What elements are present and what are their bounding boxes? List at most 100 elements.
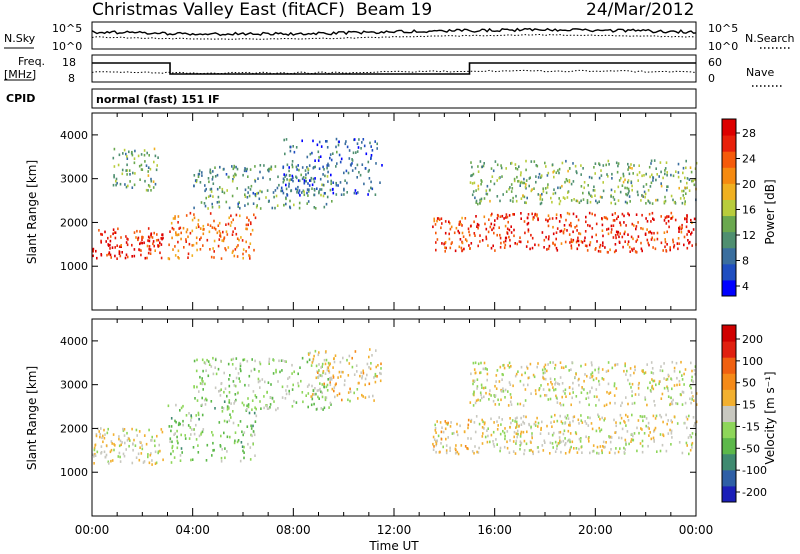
echo-cell-band-5 [687, 436, 690, 439]
echo-cell-band-5 [684, 421, 686, 425]
echo-cell-band-7 [672, 198, 674, 202]
echo-cell-band-4 [436, 420, 438, 423]
echo-cell-band-3 [308, 383, 310, 387]
echo-cell-band-5 [478, 446, 480, 450]
echo-cell-band-2 [197, 223, 199, 226]
echo-cell-band-2 [291, 388, 294, 391]
echo-cell-band-0 [147, 239, 149, 242]
echo-cell-band-3 [285, 202, 287, 206]
echo-cell-band-4 [326, 140, 328, 143]
echo-cell-band-1 [229, 413, 231, 416]
echo-cell-band-1 [190, 428, 193, 431]
echo-cell-band-5 [615, 421, 617, 424]
echo-cell-band-0 [151, 435, 153, 439]
echo-cell-band-5 [610, 448, 612, 451]
echo-cell-band-0 [159, 449, 161, 453]
echo-cell-band-0 [110, 459, 112, 463]
echo-cell-band-6 [544, 367, 546, 371]
echo-cell-band-4 [433, 438, 436, 441]
echo-cell-band-5 [567, 417, 570, 420]
echo-cell-band-1 [195, 414, 197, 417]
echo-cell-band-7 [664, 172, 666, 176]
echo-cell-band-7 [499, 199, 501, 203]
echo-cell-band-7 [660, 170, 662, 174]
echo-cell-band-6 [664, 238, 666, 241]
echo-cell-band-2 [196, 358, 198, 362]
echo-cell-band-5 [626, 415, 629, 418]
echo-cell-band-7 [471, 193, 474, 197]
echo-cell-band-5 [637, 419, 640, 422]
echo-cell-band-1 [241, 430, 243, 434]
echo-cell-band-5 [665, 449, 668, 453]
echo-cell-band-1 [131, 186, 134, 189]
echo-cell-band-6 [542, 376, 544, 380]
echo-cell-band-7 [474, 196, 476, 200]
echo-cell-band-2 [301, 356, 304, 360]
echo-cell-band-5 [549, 452, 551, 455]
echo-cell-band-6 [560, 215, 562, 219]
echo-cell-band-6 [525, 245, 528, 248]
echo-cell-band-7 [522, 181, 524, 185]
echo-cell-band-6 [500, 398, 502, 402]
echo-cell-band-5 [510, 421, 512, 425]
echo-cell-band-7 [642, 185, 645, 188]
echo-cell-band-5 [576, 451, 579, 454]
echo-cell-band-5 [530, 448, 532, 452]
echo-cell-band-6 [644, 396, 646, 399]
echo-cell-band-4 [292, 179, 294, 183]
echo-cell-band-6 [568, 233, 571, 236]
echo-cell-band-3 [337, 376, 339, 379]
echo-cell-band-2 [207, 223, 209, 226]
echo-cell-band-5 [458, 231, 461, 235]
echo-cell-band-2 [207, 374, 210, 378]
echo-cell-band-3 [368, 382, 371, 386]
echo-cell-band-4 [301, 139, 303, 143]
echo-cell-band-7 [492, 169, 495, 173]
echo-cell-band-0 [110, 440, 113, 443]
echo-cell-band-2 [208, 230, 211, 234]
echo-cell-band-2 [286, 385, 289, 388]
echo-cell-band-6 [507, 364, 509, 367]
echo-cell-band-5 [515, 442, 517, 445]
echo-cell-band-7 [567, 191, 569, 194]
echo-cell-band-6 [681, 223, 683, 227]
echo-cell-band-6 [606, 250, 609, 254]
echo-cell-band-7 [470, 174, 472, 178]
echo-cell-band-5 [692, 416, 695, 419]
echo-cell-band-3 [323, 168, 325, 171]
echo-cell-band-5 [570, 445, 572, 449]
echo-cell-band-6 [561, 395, 563, 399]
echo-cell-band-6 [638, 381, 640, 385]
echo-cell-band-1 [195, 423, 197, 427]
echo-cell-band-3 [266, 189, 269, 192]
echo-cell-band-0 [136, 229, 138, 233]
echo-cell-band-2 [254, 359, 256, 363]
echo-cell-band-2 [219, 232, 222, 235]
echo-cell-band-7 [554, 191, 557, 195]
echo-cell-band-6 [649, 230, 651, 234]
echo-cell-band-6 [552, 361, 554, 364]
echo-cell-band-6 [555, 246, 558, 250]
echo-cell-band-2 [257, 380, 260, 384]
echo-cell-band-6 [659, 369, 662, 372]
echo-cell-band-1 [168, 425, 171, 428]
echo-cell-band-0 [138, 248, 141, 252]
echo-cell-band-2 [193, 216, 196, 220]
echo-cell-band-6 [677, 247, 679, 251]
echo-cell-band-1 [252, 424, 254, 428]
echo-cell-band-0 [92, 249, 94, 253]
echo-cell-band-2 [322, 408, 324, 411]
echo-cell-band-2 [170, 221, 173, 225]
echo-cell-band-3 [237, 205, 239, 208]
echo-cell-band-4 [291, 174, 294, 178]
echo-cell-band-5 [469, 247, 471, 250]
echo-cell-band-4 [310, 176, 313, 180]
echo-cell-band-6 [690, 361, 692, 365]
echo-cell-band-6 [602, 378, 605, 381]
echo-cell-band-0 [141, 444, 143, 447]
echo-cell-band-6 [526, 222, 529, 226]
echo-cell-band-6 [531, 236, 534, 240]
echo-cell-band-2 [227, 246, 230, 249]
y-tick-label: 3000 [60, 379, 88, 392]
echo-cell-band-0 [105, 444, 108, 447]
